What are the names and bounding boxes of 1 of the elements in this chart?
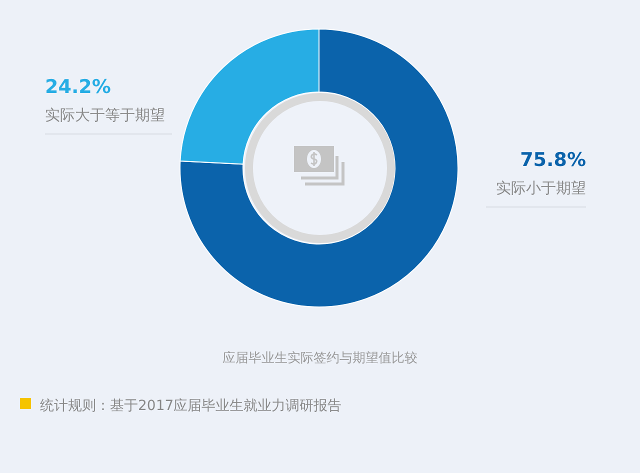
title: 应届毕业生实际签约与期望值比较 [222,351,418,366]
